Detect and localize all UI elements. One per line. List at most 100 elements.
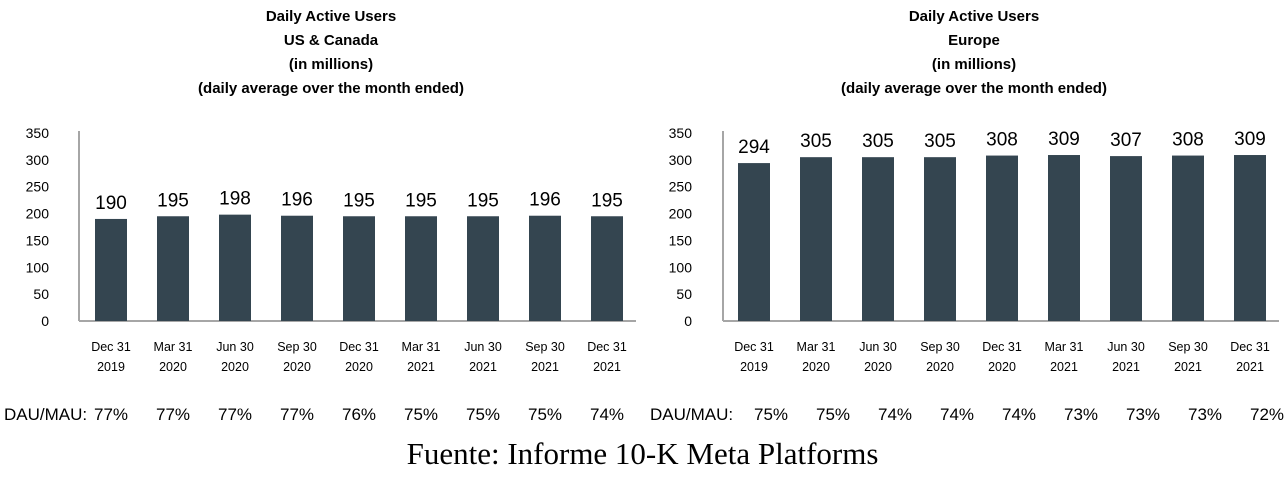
y-tick-label: 0 xyxy=(41,313,49,329)
y-tick-label: 250 xyxy=(26,179,50,195)
y-tick-label: 0 xyxy=(684,313,692,329)
x-tick-label: Mar 31 xyxy=(154,340,193,354)
x-tick-label: Sep 30 xyxy=(277,340,317,354)
y-tick-label: 150 xyxy=(26,232,50,248)
bar-value-label: 195 xyxy=(591,190,623,211)
dau-mau-value: 73% xyxy=(1188,405,1222,424)
dau-mau-value: 75% xyxy=(754,405,788,424)
x-tick-label: 2021 xyxy=(593,360,621,374)
y-tick-label: 200 xyxy=(26,206,50,222)
dau-mau-value: 75% xyxy=(528,405,562,424)
y-tick-label: 50 xyxy=(33,286,49,302)
x-tick-label: 2020 xyxy=(221,360,249,374)
bar xyxy=(219,214,251,321)
bar-value-label: 195 xyxy=(343,190,375,211)
y-tick-label: 250 xyxy=(669,179,693,195)
x-tick-label: Dec 31 xyxy=(587,340,627,354)
bar-value-label: 190 xyxy=(95,193,127,214)
bar xyxy=(157,216,189,321)
x-tick-label: 2021 xyxy=(407,360,435,374)
y-tick-label: 350 xyxy=(26,125,50,141)
dau-mau-value: 74% xyxy=(878,405,912,424)
dau-mau-value: 75% xyxy=(404,405,438,424)
x-tick-label: Dec 31 xyxy=(91,340,131,354)
bar-value-label: 309 xyxy=(1048,129,1080,150)
bar xyxy=(800,157,832,321)
bar-value-label: 308 xyxy=(986,130,1018,151)
bar-value-label: 195 xyxy=(405,190,437,211)
dau-mau-label: DAU/MAU: xyxy=(4,405,87,424)
chart-title-line: Daily Active Users xyxy=(909,8,1039,25)
chart-title-line: (in millions) xyxy=(932,56,1016,73)
x-tick-label: Mar 31 xyxy=(797,340,836,354)
bar xyxy=(281,215,313,321)
x-tick-label: 2021 xyxy=(469,360,497,374)
chart-1: Daily Active Users US & Canada (in million… xyxy=(4,8,636,424)
dau-mau-value: 72% xyxy=(1250,405,1284,424)
x-tick-label: Mar 31 xyxy=(1045,340,1084,354)
bar-value-label: 198 xyxy=(219,189,251,210)
y-tick-label: 200 xyxy=(669,206,693,222)
dau-mau-value: 74% xyxy=(1002,405,1036,424)
x-tick-label: Jun 30 xyxy=(859,340,897,354)
y-tick-label: 350 xyxy=(669,125,693,141)
chart-title-line: Europe xyxy=(948,32,1000,49)
x-tick-label: Sep 30 xyxy=(1168,340,1208,354)
bar-value-label: 305 xyxy=(862,131,894,152)
x-tick-label: Jun 30 xyxy=(216,340,254,354)
dau-mau-value: 73% xyxy=(1126,405,1160,424)
bar-value-label: 294 xyxy=(738,137,770,158)
bar xyxy=(1234,155,1266,321)
x-tick-label: 2020 xyxy=(864,360,892,374)
x-tick-label: 2021 xyxy=(1112,360,1140,374)
x-tick-label: 2021 xyxy=(531,360,559,374)
bar-value-label: 195 xyxy=(157,190,189,211)
chart-2: Daily Active Users Europe (in millions) (da… xyxy=(650,8,1284,424)
x-tick-label: 2019 xyxy=(740,360,768,374)
y-tick-label: 300 xyxy=(669,152,693,168)
dau-mau-value: 75% xyxy=(816,405,850,424)
y-tick-label: 150 xyxy=(669,232,693,248)
x-tick-label: Sep 30 xyxy=(920,340,960,354)
bar xyxy=(1110,156,1142,321)
x-tick-label: Dec 31 xyxy=(339,340,379,354)
bar xyxy=(529,215,561,321)
bar-value-label: 307 xyxy=(1110,130,1142,151)
chart-title-line: (daily average over the month ended) xyxy=(198,80,464,97)
dau-mau-value: 77% xyxy=(156,405,190,424)
dau-mau-value: 74% xyxy=(590,405,624,424)
x-tick-label: 2020 xyxy=(159,360,187,374)
bar xyxy=(405,216,437,321)
x-tick-label: Jun 30 xyxy=(1107,340,1145,354)
x-tick-label: 2021 xyxy=(1174,360,1202,374)
bar xyxy=(738,163,770,321)
bar-value-label: 305 xyxy=(800,131,832,152)
bar-value-label: 195 xyxy=(467,190,499,211)
x-tick-label: Dec 31 xyxy=(734,340,774,354)
x-tick-label: 2019 xyxy=(97,360,125,374)
x-tick-label: 2021 xyxy=(1050,360,1078,374)
x-tick-label: 2020 xyxy=(988,360,1016,374)
dau-mau-value: 77% xyxy=(218,405,252,424)
bar xyxy=(343,216,375,321)
bar xyxy=(924,157,956,321)
y-tick-label: 300 xyxy=(26,152,50,168)
bar xyxy=(467,216,499,321)
dau-mau-label: DAU/MAU: xyxy=(650,405,733,424)
dau-mau-value: 76% xyxy=(342,405,376,424)
bar xyxy=(1172,155,1204,321)
bar xyxy=(95,218,127,321)
x-tick-label: 2020 xyxy=(802,360,830,374)
dau-mau-value: 77% xyxy=(94,405,128,424)
dau-mau-value: 75% xyxy=(466,405,500,424)
bar xyxy=(862,157,894,321)
dau-mau-value: 77% xyxy=(280,405,314,424)
bar xyxy=(986,155,1018,321)
x-tick-label: Jun 30 xyxy=(464,340,502,354)
bar-value-label: 308 xyxy=(1172,130,1204,151)
dau-mau-value: 73% xyxy=(1064,405,1098,424)
x-tick-label: 2020 xyxy=(345,360,373,374)
x-tick-label: 2021 xyxy=(1236,360,1264,374)
x-tick-label: Dec 31 xyxy=(982,340,1022,354)
